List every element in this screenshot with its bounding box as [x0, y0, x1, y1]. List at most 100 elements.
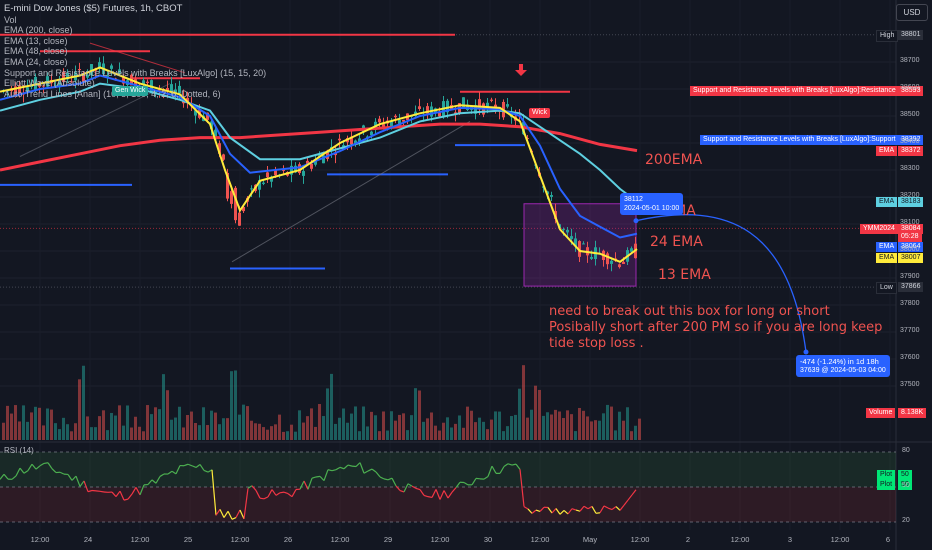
- legend-item[interactable]: EMA (24, close): [4, 56, 68, 67]
- rsi-title[interactable]: RSI (14): [4, 446, 34, 455]
- rsi-segment: [239, 509, 245, 520]
- legend-item[interactable]: EMA (13, close): [4, 35, 68, 46]
- legend-item[interactable]: Elliott Wave (Absolute): [4, 78, 95, 89]
- volume-bar: [630, 431, 633, 440]
- ema13-tag-label: EMA: [876, 253, 898, 263]
- candle-body: [562, 229, 565, 231]
- candle-body: [446, 100, 449, 113]
- rsi-segment: [247, 485, 253, 489]
- volume-bars: [2, 365, 641, 440]
- candle-body: [550, 195, 553, 197]
- candle-body: [510, 111, 513, 118]
- volume-bar: [102, 410, 105, 440]
- rsi-segment: [387, 477, 393, 481]
- rsi-segment: [319, 475, 325, 482]
- volume-bar: [450, 427, 453, 440]
- trend-line: [89, 42, 186, 74]
- volume-bar: [550, 414, 553, 440]
- volume-bar: [138, 426, 141, 440]
- candle-body: [622, 261, 625, 265]
- rsi-segment: [35, 465, 41, 470]
- currency-button[interactable]: USD: [896, 4, 928, 21]
- volume-bar: [206, 425, 209, 440]
- rsi-segment: [627, 494, 633, 501]
- rsi-segment: [11, 475, 17, 480]
- volume-bar: [334, 423, 337, 440]
- rsi-segment: [279, 491, 285, 494]
- rsi-segment: [47, 462, 53, 470]
- volume-bar: [122, 425, 125, 440]
- volume-bar: [66, 424, 69, 440]
- rsi-segment: [271, 489, 277, 496]
- candle-body: [226, 172, 229, 199]
- rsi-segment: [0, 473, 5, 480]
- rsi-segment: [3, 473, 9, 480]
- rsi-segment: [51, 468, 57, 473]
- legend-item[interactable]: EMA (48, close): [4, 46, 68, 57]
- rsi-segment: [499, 466, 505, 474]
- volume-bar: [358, 431, 361, 440]
- rsi-segment: [267, 489, 273, 498]
- volume-bar: [306, 416, 309, 440]
- legend-item[interactable]: EMA (200, close): [4, 25, 73, 36]
- candle-body: [266, 172, 269, 178]
- y-tick-label: 38400: [900, 138, 920, 145]
- rsi-segment: [399, 489, 405, 493]
- rsi-segment: [615, 506, 621, 511]
- volume-bar: [70, 431, 73, 440]
- rsi-segment: [195, 463, 201, 468]
- rsi-segment: [167, 470, 173, 475]
- rsi-segment: [619, 504, 625, 511]
- volume-bar: [598, 420, 601, 440]
- high-tag-label: High: [876, 30, 899, 42]
- projection-start-dot: [633, 218, 639, 224]
- volume-bar: [486, 429, 489, 440]
- volume-bar: [246, 406, 249, 440]
- volume-bar: [574, 431, 577, 440]
- rsi-segment: [235, 509, 241, 518]
- rsi-tick-label: 80: [902, 447, 910, 454]
- rsi-segment: [39, 462, 45, 467]
- rsi-segment: [383, 478, 389, 481]
- volume-bar: [314, 426, 317, 440]
- volume-bar: [538, 389, 541, 440]
- volume-bar: [210, 410, 213, 440]
- candle-body: [230, 191, 233, 204]
- candle-body: [630, 248, 633, 252]
- volume-bar: [222, 418, 225, 440]
- candle-body: [570, 236, 573, 239]
- volume-bar: [6, 405, 9, 440]
- volume-bar: [362, 406, 365, 440]
- volume-bar: [218, 424, 221, 440]
- candle-body: [90, 64, 93, 76]
- y-tick-label: 37500: [900, 381, 920, 388]
- y-tick-label: 38700: [900, 57, 920, 64]
- x-tick-label: 29: [383, 535, 393, 544]
- volume-bar: [290, 424, 293, 440]
- volume-bar: [182, 427, 185, 440]
- rsi-tick-label: 20: [902, 517, 910, 524]
- x-tick-label: 12:00: [230, 535, 250, 544]
- legend-item[interactable]: Support and Resistance Levels with Break…: [4, 67, 267, 78]
- legend-item[interactable]: Vol: [4, 14, 17, 25]
- y-tick-label: 38000: [900, 246, 920, 253]
- legend-symbol-title[interactable]: E-mini Dow Jones ($5) Futures, 1h, CBOT: [4, 3, 183, 14]
- candle-body: [270, 176, 273, 182]
- trade-note: need to break out this box for long or s…: [549, 304, 882, 352]
- note-line: tide stop loss .: [549, 336, 644, 351]
- rsi-segment: [147, 479, 153, 485]
- candle-body: [222, 154, 225, 160]
- candle-body: [98, 62, 101, 69]
- volume-bar: [530, 409, 533, 440]
- candle-body: [398, 119, 401, 126]
- rsi-segment: [243, 488, 249, 519]
- rsi-segment: [115, 490, 121, 497]
- x-tick-label: 12:00: [830, 535, 850, 544]
- low-tag-label: Low: [876, 282, 897, 294]
- rsi-segment: [303, 480, 309, 490]
- volume-bar: [446, 417, 449, 440]
- rsi-segment: [183, 463, 189, 467]
- support-tag-value: 38392: [898, 135, 924, 145]
